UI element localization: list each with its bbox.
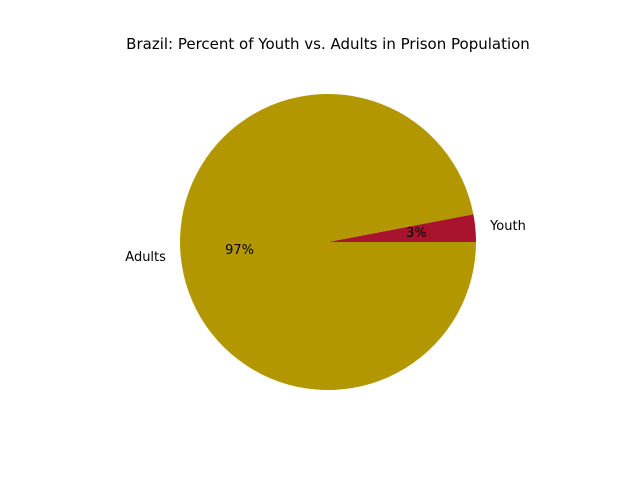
slice-percent-youth: 3% bbox=[406, 226, 427, 241]
slice-percent-adults: 97% bbox=[225, 243, 254, 258]
pie-slice-adults bbox=[179, 94, 476, 391]
pie-labels: Youth 3% Adults 97% bbox=[125, 219, 526, 265]
chart-title: Brazil: Percent of Youth vs. Adults in P… bbox=[126, 35, 530, 53]
slice-label-youth: Youth bbox=[489, 219, 526, 234]
slice-label-adults: Adults bbox=[125, 250, 166, 265]
pie-slices bbox=[179, 94, 476, 391]
pie-slice-youth bbox=[328, 214, 476, 242]
